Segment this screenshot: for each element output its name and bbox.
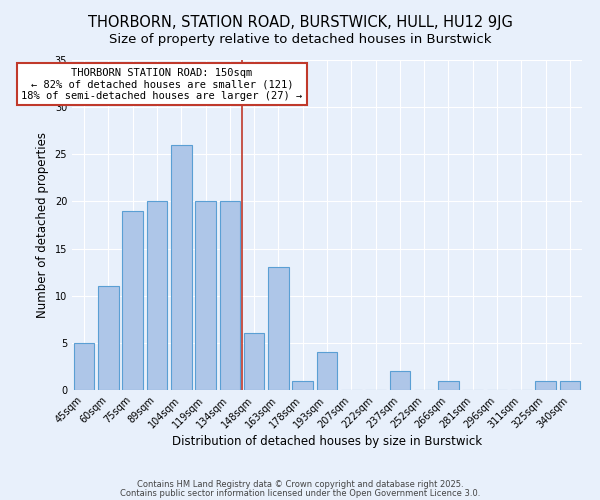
Bar	[292, 380, 313, 390]
Y-axis label: Number of detached properties: Number of detached properties	[36, 132, 49, 318]
Bar	[560, 380, 580, 390]
Bar	[389, 371, 410, 390]
Text: THORBORN, STATION ROAD, BURSTWICK, HULL, HU12 9JG: THORBORN, STATION ROAD, BURSTWICK, HULL,…	[88, 15, 512, 30]
Bar	[535, 380, 556, 390]
Bar	[74, 343, 94, 390]
Bar	[171, 145, 191, 390]
Bar	[244, 334, 265, 390]
Text: Contains HM Land Registry data © Crown copyright and database right 2025.: Contains HM Land Registry data © Crown c…	[137, 480, 463, 489]
Bar	[122, 211, 143, 390]
Bar	[220, 202, 240, 390]
Bar	[98, 286, 119, 390]
Bar	[268, 268, 289, 390]
Text: Size of property relative to detached houses in Burstwick: Size of property relative to detached ho…	[109, 32, 491, 46]
X-axis label: Distribution of detached houses by size in Burstwick: Distribution of detached houses by size …	[172, 436, 482, 448]
Text: Contains public sector information licensed under the Open Government Licence 3.: Contains public sector information licen…	[120, 488, 480, 498]
Text: THORBORN STATION ROAD: 150sqm
← 82% of detached houses are smaller (121)
18% of : THORBORN STATION ROAD: 150sqm ← 82% of d…	[21, 68, 302, 100]
Bar	[195, 202, 216, 390]
Bar	[438, 380, 459, 390]
Bar	[317, 352, 337, 390]
Bar	[146, 202, 167, 390]
